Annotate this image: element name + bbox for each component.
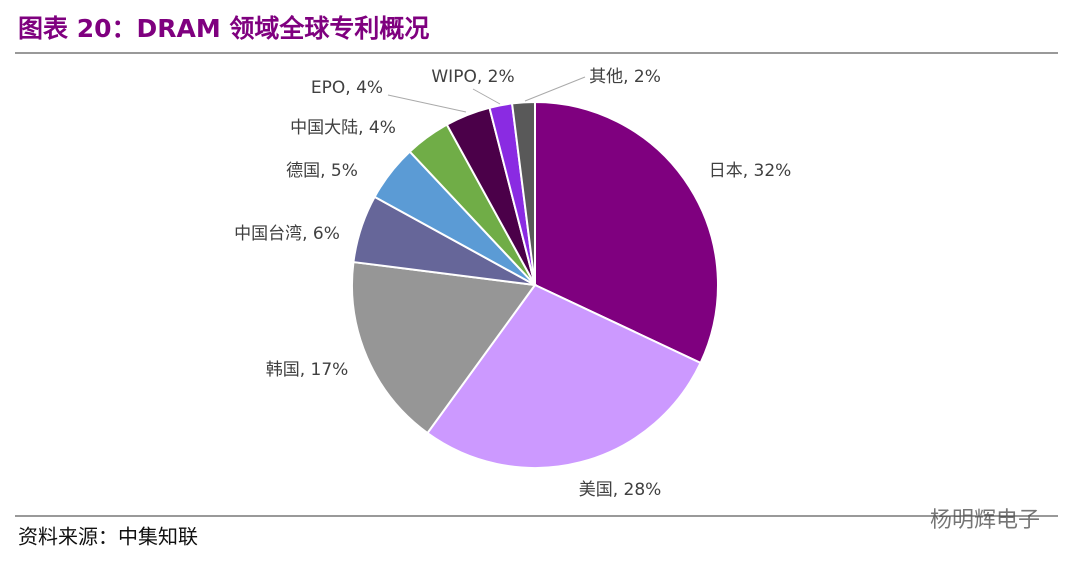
leader-line: [472, 88, 501, 105]
data-label: WIPO, 2%: [431, 67, 514, 87]
pie-slice: [510, 100, 536, 286]
source: 资料来源：中集知联: [18, 525, 198, 549]
data-label: 美国, 28%: [579, 480, 662, 500]
data-label: EPO, 4%: [311, 78, 383, 98]
pie-slice: [534, 100, 719, 365]
leader-line: [387, 94, 467, 113]
leader-line: [524, 76, 586, 102]
data-label: 中国台湾, 6%: [234, 224, 340, 244]
pie-slice: [351, 260, 537, 435]
data-label: 德国, 5%: [286, 161, 358, 181]
data-label: 日本, 32%: [709, 161, 792, 181]
pie-slice: [426, 283, 702, 469]
chart-title: 图表 20：DRAM 领域全球专利概况: [18, 14, 429, 43]
data-label: 韩国, 17%: [266, 360, 349, 380]
data-label: 其他, 2%: [589, 67, 661, 87]
watermark: 杨明辉电子: [930, 508, 1040, 533]
data-label: 中国大陆, 4%: [290, 118, 396, 138]
pie: 日本, 32% 美国, 28% 韩国, 17% 中国台湾, 6% 德国, 5% 中国大陆,…: [234, 67, 791, 500]
